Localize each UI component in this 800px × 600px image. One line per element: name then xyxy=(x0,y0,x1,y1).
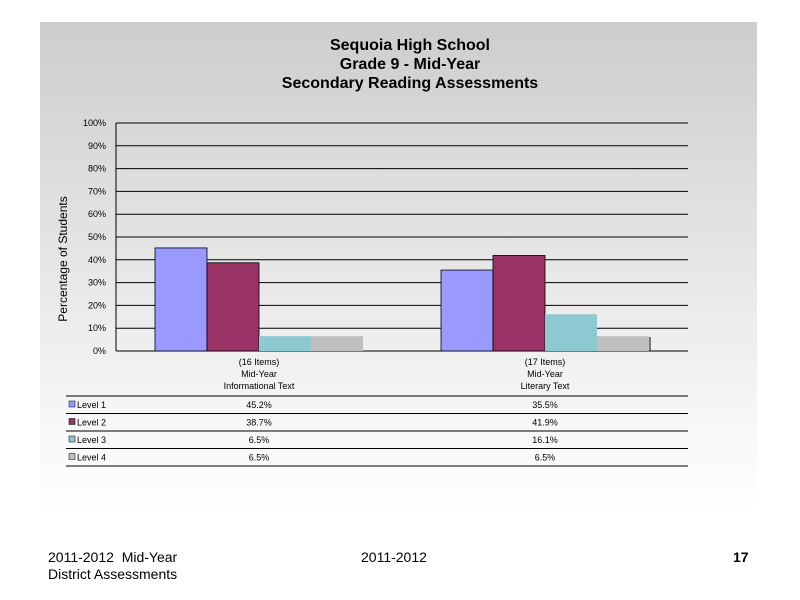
bar-level-2-cat1 xyxy=(206,262,260,352)
x-category-label: Mid-Year xyxy=(241,369,277,379)
chart-title-line-2: Grade 9 - Mid-Year xyxy=(340,56,481,73)
bar-level-3-cat2 xyxy=(545,314,597,351)
y-tick-label: 60% xyxy=(88,209,106,219)
table-cell: 6.5% xyxy=(249,452,270,462)
y-tick-label: 80% xyxy=(88,164,106,174)
table-cell: 45.2% xyxy=(246,400,272,410)
table-cell: 6.5% xyxy=(249,435,270,445)
x-category-label: (16 Items) xyxy=(239,357,280,367)
table-cell: 41.9% xyxy=(532,417,558,427)
legend-swatch-4 xyxy=(68,453,76,460)
footer-left: 2011-2012 Mid-Year District Assessments xyxy=(48,549,177,583)
legend-swatch-3 xyxy=(68,435,76,443)
bar-level-4-cat2 xyxy=(597,336,649,351)
legend-label-2: Level 2 xyxy=(77,417,106,427)
footer-left-line1: 2011-2012 Mid-Year xyxy=(48,549,178,565)
chart-title-line-1: Sequoia High School xyxy=(330,37,490,54)
y-tick-label: 10% xyxy=(88,323,106,333)
y-tick-label: 20% xyxy=(88,300,106,310)
y-tick-label: 90% xyxy=(88,141,106,151)
legend-label-3: Level 3 xyxy=(77,435,106,445)
table-cell: 16.1% xyxy=(532,435,558,445)
y-tick-label: 100% xyxy=(83,118,106,128)
y-tick-label: 0% xyxy=(93,346,106,356)
x-category-label: Mid-Year xyxy=(527,369,563,379)
legend-swatch-1 xyxy=(68,400,76,408)
y-axis-label: Percentage of Students xyxy=(56,196,70,321)
table-cell: 35.5% xyxy=(532,400,558,410)
bar-level-2-cat2 xyxy=(492,255,546,352)
chart-title-line-3: Secondary Reading Assessments xyxy=(282,75,539,92)
bar-level-4-cat1 xyxy=(311,336,363,351)
footer-left-line2: District Assessments xyxy=(48,566,178,582)
x-category-label: Informational Text xyxy=(224,381,295,391)
bar-level-3-cat1 xyxy=(259,336,311,351)
footer-center: 2011-2012 xyxy=(361,549,427,565)
table-cell: 6.5% xyxy=(535,452,556,462)
bar-level-1-cat2 xyxy=(440,269,494,352)
page-number: 17 xyxy=(733,549,749,565)
bar-level-1-cat1 xyxy=(154,247,208,352)
legend-label-4: Level 4 xyxy=(77,452,106,462)
x-category-label: (17 Items) xyxy=(525,357,566,367)
y-tick-label: 30% xyxy=(88,278,106,288)
table-cell: 38.7% xyxy=(246,417,272,427)
y-tick-label: 50% xyxy=(88,232,106,242)
legend-swatch-2 xyxy=(68,418,76,425)
x-category-label: Literary Text xyxy=(521,381,570,391)
legend-label-1: Level 1 xyxy=(77,400,106,410)
y-tick-label: 40% xyxy=(88,255,106,265)
y-tick-label: 70% xyxy=(88,186,106,196)
